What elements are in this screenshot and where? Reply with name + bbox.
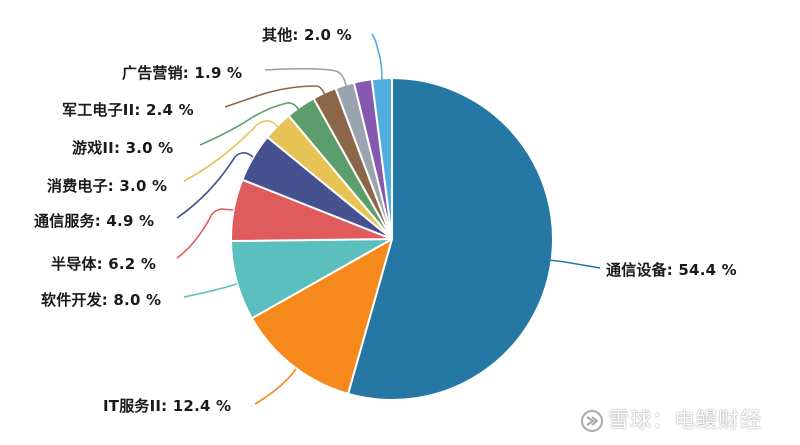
leader-line-qita [371,33,383,81]
label-it-fuwu: IT服务II: 12.4 % [103,397,232,415]
leader-line-guanggao [264,67,347,87]
label-ruanjian: 软件开发: 8.0 % [41,291,162,309]
label-youxi: 游戏II: 3.0 % [72,139,174,157]
label-jungong: 军工电子II: 2.4 % [62,101,194,119]
leader-line-youxi [199,102,301,146]
label-tongxin-fuwu: 通信服务: 4.9 % [34,212,155,230]
label-qita: 其他: 2.0 % [262,26,352,44]
leader-line-bandaoti [176,208,234,259]
leader-lines [176,33,601,405]
leader-line-tongxin-shebei [548,259,601,269]
label-guanggao: 广告营销: 1.9 % [122,64,243,82]
leader-line-ruanjian [183,283,238,298]
label-bandaoti: 半导体: 6.2 % [51,255,157,273]
pie-slices [230,77,554,401]
leader-line-jungong [224,85,327,108]
watermark: 雪球：电鳗财经 [580,404,762,434]
label-xiaofei: 消费电子: 3.0 % [47,177,168,195]
xueqiu-logo-icon [581,410,603,432]
pie-slice-IT服务II [250,238,393,395]
leader-line-tongxin-fuwu [176,152,254,219]
watermark-text: 雪球：电鳗财经 [608,408,762,432]
pie-slice-通信设备 [347,77,554,401]
label-tongxin-shebei: 通信设备: 54.4 % [606,261,737,279]
leader-line-xiaofei [183,120,279,182]
leader-line-it-fuwu [254,368,297,405]
